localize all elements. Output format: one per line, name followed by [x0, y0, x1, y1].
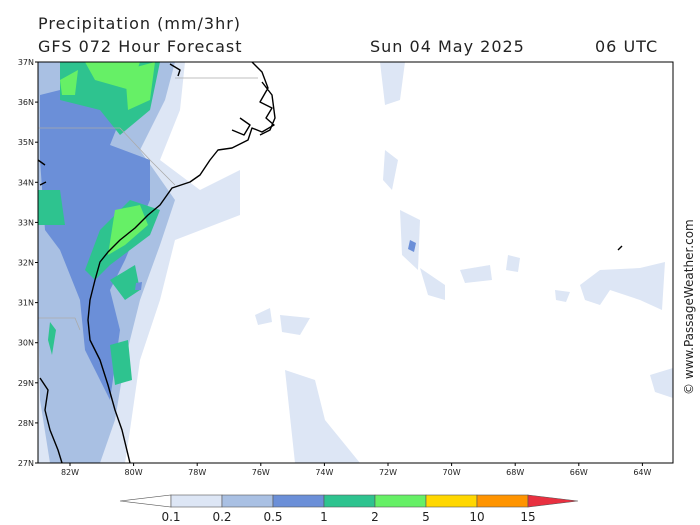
- lat-label: 36N: [18, 98, 34, 107]
- legend-swatch: [374, 494, 427, 508]
- lat-label: 37N: [18, 58, 34, 67]
- legend-label: 10: [469, 510, 484, 524]
- lat-label: 35N: [18, 138, 34, 147]
- precip-field: [38, 62, 673, 463]
- legend-label: 0.1: [161, 510, 180, 524]
- lat-label: 29N: [18, 379, 34, 388]
- lon-label: 80W: [125, 468, 143, 477]
- legend-swatch: [170, 494, 223, 508]
- legend-label: 0.2: [212, 510, 231, 524]
- title: Precipitation (mm/3hr): [38, 14, 241, 33]
- legend-label: 2: [371, 510, 379, 524]
- legend-label: 0.5: [263, 510, 282, 524]
- legend-swatch: [272, 494, 325, 508]
- coastline: [37, 61, 623, 464]
- legend-label: 1: [320, 510, 328, 524]
- lat-label: 28N: [18, 419, 34, 428]
- model: GFS 072 Hour Forecast: [38, 37, 243, 56]
- lat-label: 32N: [18, 259, 34, 268]
- legend-swatch: [476, 494, 529, 508]
- legend-label: 5: [422, 510, 430, 524]
- lon-label: 66W: [570, 468, 588, 477]
- lon-label: 64W: [633, 468, 651, 477]
- legend-high: [527, 494, 579, 508]
- lat-label: 34N: [18, 178, 34, 187]
- lon-label: 76W: [252, 468, 270, 477]
- legend-swatch: [323, 494, 376, 508]
- lon-label: 72W: [379, 468, 397, 477]
- lat-label: 27N: [18, 459, 34, 468]
- watermark: © www.PassageWeather.com: [682, 219, 696, 395]
- time: 06 UTC: [595, 37, 658, 56]
- lon-label: 74W: [315, 468, 333, 477]
- lat-label: 30N: [18, 339, 34, 348]
- legend-swatch: [425, 494, 478, 508]
- legend-swatch: [221, 494, 274, 508]
- lon-label: 82W: [61, 468, 79, 477]
- lon-label: 70W: [443, 468, 461, 477]
- legend-label: 15: [520, 510, 535, 524]
- lat-label: 31N: [18, 299, 34, 308]
- lon-label: 78W: [188, 468, 206, 477]
- lat-label: 33N: [18, 218, 34, 227]
- legend-low: [119, 494, 172, 508]
- date: Sun 04 May 2025: [370, 37, 525, 56]
- lon-label: 68W: [506, 468, 524, 477]
